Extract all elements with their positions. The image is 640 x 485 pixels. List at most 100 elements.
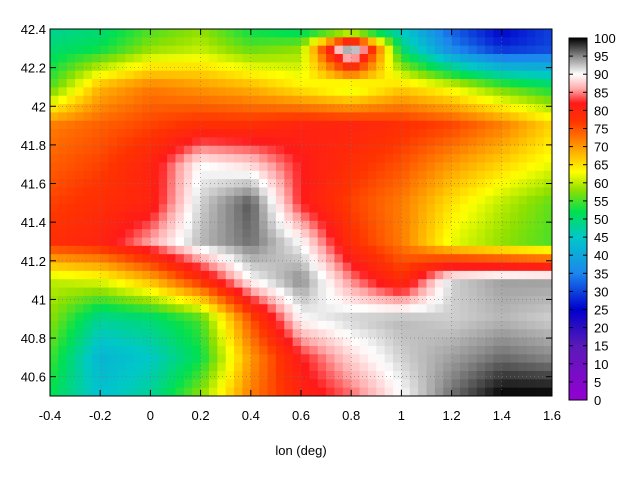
heatmap-cell	[183, 312, 193, 322]
heatmap-cell	[200, 145, 210, 155]
heatmap-cell	[459, 129, 469, 139]
heatmap-cell	[75, 370, 85, 380]
heatmap-cell	[526, 270, 536, 280]
heatmap-cell	[284, 312, 294, 322]
heatmap-cell	[485, 345, 495, 355]
heatmap-cell	[116, 137, 126, 147]
heatmap-cell	[66, 370, 76, 380]
heatmap-cell	[376, 229, 386, 239]
heatmap-cell	[309, 70, 319, 80]
heatmap-cell	[225, 304, 235, 314]
heatmap-cell	[91, 154, 101, 164]
heatmap-cell	[393, 237, 402, 247]
heatmap-cell	[267, 387, 277, 396]
heatmap-cell	[543, 270, 552, 280]
heatmap-cell	[175, 170, 185, 180]
heatmap-cell	[426, 54, 436, 63]
heatmap-cell	[309, 79, 319, 88]
heatmap-cell	[108, 112, 118, 122]
heatmap-cell	[100, 79, 110, 88]
heatmap-cell	[317, 87, 327, 97]
y-tick-label: 42.4	[21, 22, 46, 37]
heatmap-cell	[284, 137, 294, 147]
heatmap-cell	[91, 195, 101, 205]
heatmap-cell	[267, 170, 277, 180]
heatmap-cell	[192, 304, 202, 314]
heatmap-cell	[334, 270, 344, 280]
heatmap-cell	[309, 179, 319, 189]
heatmap-cell	[66, 237, 76, 247]
heatmap-cell	[217, 220, 227, 230]
heatmap-cell	[493, 129, 503, 139]
heatmap-cell	[250, 87, 260, 97]
heatmap-cell	[217, 137, 227, 147]
heatmap-cell	[301, 320, 310, 330]
heatmap-cell	[301, 295, 310, 305]
heatmap-cell	[426, 270, 436, 280]
heatmap-cell	[443, 45, 453, 55]
heatmap-cell	[317, 254, 327, 264]
heatmap-cell	[200, 220, 210, 230]
heatmap-cell	[443, 329, 453, 339]
heatmap-cell	[158, 345, 168, 355]
heatmap-cell	[200, 204, 210, 214]
heatmap-cell	[217, 162, 227, 172]
heatmap-cell	[58, 112, 68, 122]
heatmap-cell	[401, 104, 411, 114]
heatmap-cell	[175, 370, 185, 380]
heatmap-cell	[342, 104, 352, 114]
heatmap-cell	[242, 120, 252, 130]
heatmap-cell	[501, 312, 511, 322]
heatmap-cell	[418, 229, 428, 239]
heatmap-cell	[326, 304, 336, 314]
heatmap-cell	[526, 245, 536, 255]
x-tick-label: 1.6	[543, 408, 561, 423]
heatmap-cell	[301, 254, 310, 264]
heatmap-cell	[510, 304, 520, 314]
heatmap-cell	[292, 254, 302, 264]
heatmap-cell	[393, 279, 402, 289]
heatmap-cell	[510, 170, 520, 180]
heatmap-cell	[535, 229, 545, 239]
heatmap-cell	[501, 187, 511, 197]
heatmap-cell	[317, 154, 327, 164]
heatmap-cell	[50, 187, 59, 197]
heatmap-cell	[526, 95, 536, 105]
heatmap-cell	[200, 104, 210, 114]
heatmap-cell	[501, 220, 511, 230]
heatmap-cell	[459, 170, 469, 180]
heatmap-cell	[376, 70, 386, 80]
heatmap-cell	[275, 287, 285, 297]
heatmap-cell	[225, 237, 235, 247]
heatmap-cell	[526, 337, 536, 347]
heatmap-cell	[183, 345, 193, 355]
colorbar-tick-label: 35	[594, 266, 608, 281]
heatmap-cell	[58, 137, 68, 147]
heatmap-cell	[267, 162, 277, 172]
heatmap-cell	[468, 120, 478, 130]
heatmap-cell	[75, 87, 85, 97]
colorbar-tick-label: 25	[594, 303, 608, 318]
heatmap-cell	[192, 287, 202, 297]
heatmap-cell	[434, 312, 444, 322]
heatmap-cell	[50, 154, 59, 164]
heatmap-cell	[334, 137, 344, 147]
heatmap-cell	[217, 129, 227, 139]
heatmap-cell	[225, 279, 235, 289]
heatmap-cell	[284, 287, 294, 297]
heatmap-cell	[309, 320, 319, 330]
colorbar-tick-label: 30	[594, 284, 608, 299]
heatmap-cell	[359, 70, 369, 80]
colorbar-tick-label: 15	[594, 339, 608, 354]
heatmap-cell	[443, 79, 453, 88]
heatmap-cell	[183, 37, 193, 47]
heatmap-cell	[301, 87, 310, 97]
heatmap-cell	[493, 145, 503, 155]
colorbar-tick-label: 45	[594, 230, 608, 245]
heatmap-cell	[208, 270, 218, 280]
heatmap-cell	[66, 54, 76, 63]
heatmap-cell	[108, 187, 118, 197]
heatmap-cell	[167, 304, 177, 314]
heatmap-cell	[142, 87, 151, 97]
heatmap-cell	[267, 295, 277, 305]
